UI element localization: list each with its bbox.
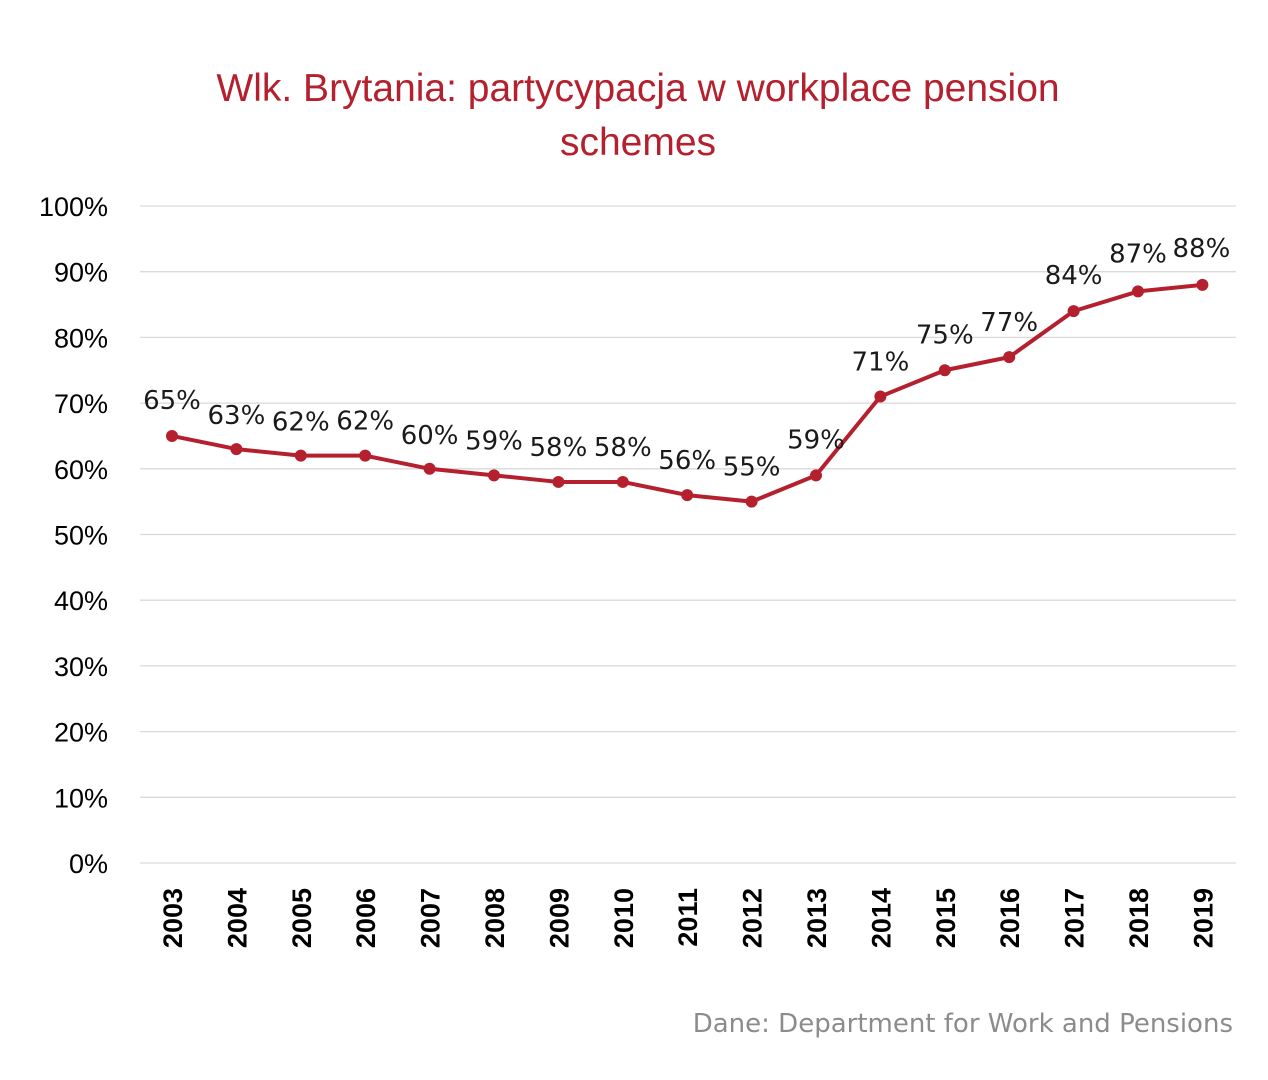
x-tick-label: 2017 <box>1060 888 1090 948</box>
x-tick-label: 2012 <box>738 888 768 948</box>
data-label: 60% <box>401 421 459 451</box>
data-label: 58% <box>594 433 652 463</box>
data-point <box>681 489 694 502</box>
data-series <box>166 278 1209 508</box>
data-point <box>359 449 372 462</box>
x-tick-label: 2006 <box>351 888 381 948</box>
chart-title-line-2: schemes <box>560 121 716 164</box>
y-tick-label: 40% <box>54 586 108 616</box>
data-label: 75% <box>916 320 974 350</box>
data-point <box>1003 351 1016 364</box>
x-tick-label: 2014 <box>866 888 896 948</box>
data-point <box>810 469 822 482</box>
x-tick-label: 2008 <box>480 888 510 948</box>
data-label: 77% <box>980 308 1038 338</box>
x-tick-label: 2003 <box>158 888 188 948</box>
data-point <box>1067 305 1080 318</box>
data-label: 62% <box>336 407 394 437</box>
y-tick-label: 30% <box>54 652 108 682</box>
data-point <box>616 475 629 488</box>
x-axis-ticks: 2003 2004 2005 2006 2007 2008 2009 2010 2011 2012… <box>158 888 1218 948</box>
data-label: 58% <box>530 433 588 463</box>
y-tick-label: 100% <box>39 192 108 222</box>
x-tick-label: 2005 <box>287 888 317 948</box>
y-tick-label: 90% <box>54 258 108 288</box>
data-label: 63% <box>208 401 266 431</box>
data-point <box>423 462 436 475</box>
data-point <box>745 495 758 508</box>
y-tick-label: 80% <box>54 323 108 353</box>
data-point <box>938 364 951 377</box>
x-tick-label: 2018 <box>1124 888 1154 948</box>
x-tick-label: 2009 <box>544 888 574 948</box>
x-tick-label: 2019 <box>1188 888 1218 948</box>
x-tick-label: 2016 <box>995 888 1025 948</box>
y-axis-ticks: 0% 10% 20% 30% 40% 50% 60% 70% 80% 90% 100% <box>39 192 108 879</box>
source-note: Dane: Department for Work and Pensions <box>693 1009 1233 1039</box>
data-label: 55% <box>723 453 781 483</box>
chart-title-line-1: Wlk. Brytania: partycypacja w workplace … <box>216 67 1059 110</box>
data-label: 84% <box>1045 261 1103 291</box>
data-label: 65% <box>143 386 201 416</box>
data-point <box>1132 285 1144 298</box>
gridlines <box>140 205 1236 864</box>
data-label: 87% <box>1109 239 1167 269</box>
data-point <box>874 390 887 403</box>
data-point <box>552 475 565 488</box>
data-point <box>230 443 243 456</box>
y-tick-label: 0% <box>69 849 108 879</box>
y-tick-label: 10% <box>54 783 108 813</box>
x-tick-label: 2007 <box>416 888 446 948</box>
data-point <box>1196 278 1209 291</box>
x-tick-label: 2015 <box>931 888 961 948</box>
y-tick-label: 20% <box>54 718 108 748</box>
data-label: 88% <box>1173 234 1231 264</box>
data-labels: 65%63% 62% 62% 60% 59% 58% 58% 56% 55%59%71%75% 7… <box>143 234 1230 483</box>
x-tick-label: 2013 <box>802 888 832 948</box>
x-tick-label: 2011 <box>673 888 703 947</box>
data-label: 62% <box>272 408 330 438</box>
data-point <box>488 469 500 482</box>
y-tick-label: 70% <box>54 389 108 419</box>
data-label: 59% <box>787 425 845 455</box>
x-tick-label: 2004 <box>222 888 252 948</box>
y-tick-label: 60% <box>54 455 108 485</box>
data-point <box>166 429 178 442</box>
data-label: 71% <box>852 348 910 378</box>
data-label: 59% <box>465 426 523 456</box>
data-point <box>294 449 307 462</box>
data-label: 56% <box>658 446 716 476</box>
y-tick-label: 50% <box>54 521 108 551</box>
x-tick-label: 2010 <box>609 888 639 948</box>
